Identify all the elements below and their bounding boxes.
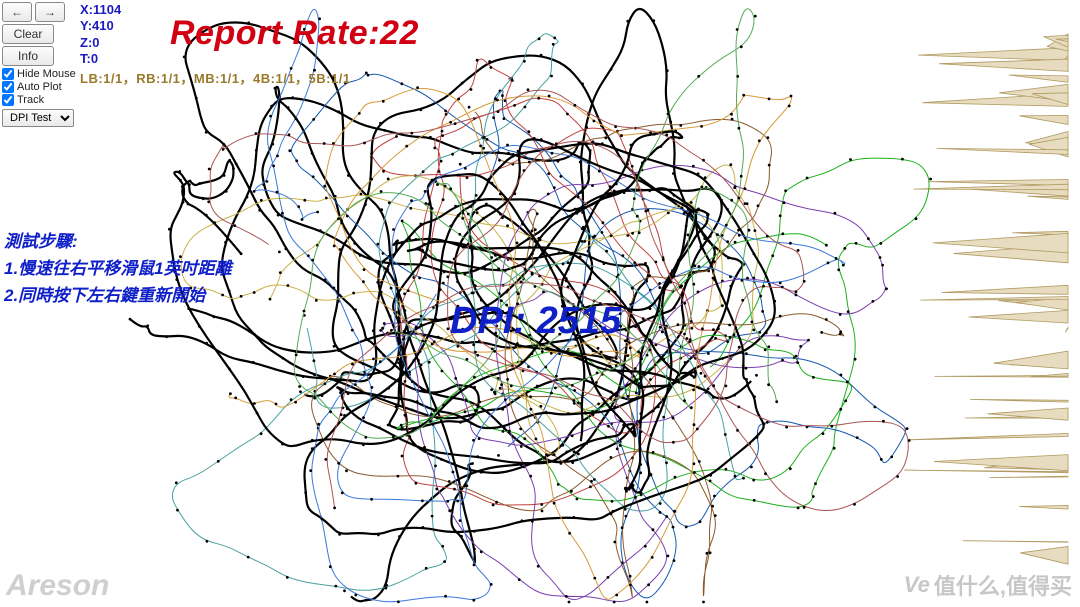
steps-line-1: 1.慢速往右平移滑鼠1英吋距離 (4, 255, 232, 282)
undo-button[interactable]: ← (2, 2, 32, 22)
readout-t: T:0 (80, 51, 351, 67)
watermark-areson: Areson (6, 569, 109, 603)
steps-title: 測試步驟: (4, 228, 232, 255)
redo-button[interactable]: → (35, 2, 65, 22)
mode-dropdown[interactable]: DPI Test (2, 109, 74, 127)
auto-plot-checkbox[interactable]: Auto Plot (2, 81, 76, 93)
track-label: Track (17, 94, 44, 106)
info-button[interactable]: Info (2, 46, 54, 66)
watermark-smzdm: Ve 值什么,值得买 (904, 569, 1072, 601)
track-checkbox[interactable]: Track (2, 94, 76, 106)
hide-mouse-checkbox[interactable]: Hide Mouse (2, 68, 76, 80)
hide-mouse-input[interactable] (2, 68, 14, 80)
auto-plot-input[interactable] (2, 81, 14, 93)
track-input[interactable] (2, 94, 14, 106)
hide-mouse-label: Hide Mouse (17, 68, 76, 80)
readout-buttons: LB:1/1，RB:1/1，MB:1/1，4B:1/1，5B:1/1 (80, 67, 351, 87)
steps-line-2: 2.同時按下左右鍵重新開始 (4, 282, 232, 309)
clear-button[interactable]: Clear (2, 24, 54, 44)
auto-plot-label: Auto Plot (17, 81, 62, 93)
control-panel: ← → Clear Info Hide Mouse Auto Plot Trac… (2, 2, 76, 127)
report-rate-overlay: Report Rate:22 (170, 14, 419, 53)
dpi-overlay: DPI: 2515 (450, 300, 621, 343)
test-steps: 測試步驟: 1.慢速往右平移滑鼠1英吋距離 2.同時按下左右鍵重新開始 (4, 228, 232, 310)
